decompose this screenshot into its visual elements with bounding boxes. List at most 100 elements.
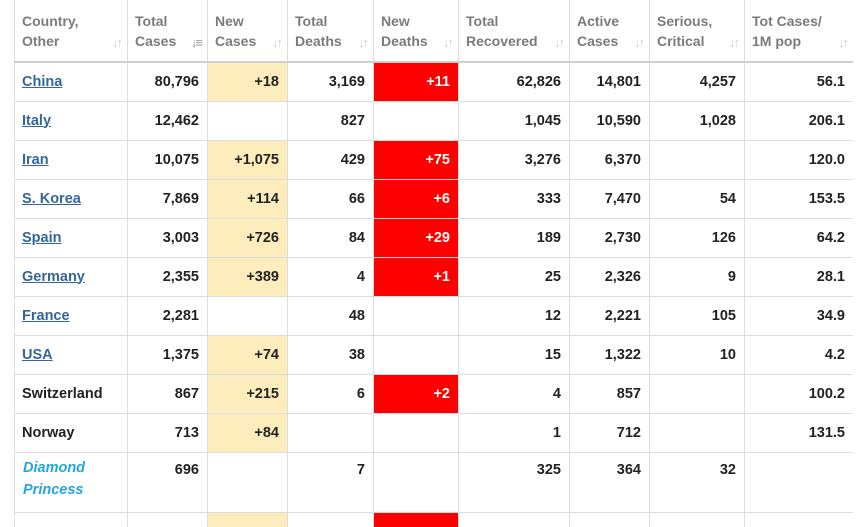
- column-header-total-deaths[interactable]: Total Deaths ↓↑: [287, 0, 374, 63]
- serious-critical-cell: 54: [649, 178, 745, 219]
- column-header-active-cases[interactable]: Active Cases ↓↑: [569, 0, 650, 63]
- country-cell: Norway: [14, 412, 128, 453]
- total-deaths-cell: 38: [287, 334, 374, 375]
- column-header-cases-per-million[interactable]: Tot Cases/ 1M pop ↓↑: [744, 0, 853, 63]
- column-header-new-deaths[interactable]: New Deaths ↓↑: [373, 0, 459, 63]
- active-cases-cell: 857: [569, 373, 650, 414]
- country-link[interactable]: USA: [22, 346, 53, 363]
- country-cell: S. Korea: [14, 178, 128, 219]
- country-cell: USA: [14, 334, 128, 375]
- sort-icon[interactable]: ↓↑: [729, 35, 740, 50]
- active-cases-cell: 14,801: [569, 61, 650, 102]
- active-cases-cell: [569, 511, 650, 527]
- active-cases-cell: 2,221: [569, 295, 650, 336]
- new-cases-cell: +114: [207, 178, 288, 219]
- column-header-serious-critical[interactable]: Serious, Critical ↓↑: [649, 0, 745, 63]
- total-cases-cell: [127, 511, 208, 527]
- country-link[interactable]: France: [22, 307, 70, 324]
- country-link[interactable]: Germany: [22, 268, 85, 285]
- total-cases-cell: 2,281: [127, 295, 208, 336]
- serious-critical-cell: 105: [649, 295, 745, 336]
- column-header-total-recovered[interactable]: Total Recovered ↓↑: [458, 0, 570, 63]
- total-recovered-cell: 3,276: [458, 139, 570, 180]
- new-cases-cell: +: [207, 511, 288, 527]
- total-recovered-cell: [458, 511, 570, 527]
- new-deaths-cell: +75: [373, 139, 459, 180]
- total-recovered-cell: 1,045: [458, 100, 570, 141]
- sort-icon[interactable]: ↓↑: [112, 35, 123, 50]
- total-recovered-cell: 62,826: [458, 61, 570, 102]
- table-row: Diamond Princess 696 7 325 364 32: [14, 451, 853, 513]
- column-header-label: Total Deaths: [295, 12, 342, 49]
- new-cases-cell: +84: [207, 412, 288, 453]
- sort-icon[interactable]: ↓↑: [443, 35, 454, 50]
- serious-critical-cell: [649, 139, 745, 180]
- total-cases-cell: 10,075: [127, 139, 208, 180]
- sort-icon[interactable]: ↓↑: [838, 35, 849, 50]
- coronavirus-cases-table: Country, Other ↓↑ Total Cases ↓≡ New Cases ↓↑…: [14, 0, 853, 527]
- table-row: USA 1,375 +74 38 15 1,322 10 4.2: [14, 334, 853, 375]
- table-row: Germany 2,355 +389 4 +1 25 2,326 9 28.1: [14, 256, 853, 297]
- country-cell: Italy: [14, 100, 128, 141]
- column-header-country[interactable]: Country, Other ↓↑: [14, 0, 128, 63]
- table-row: Spain 3,003 +726 84 +29 189 2,730 126 64.2: [14, 217, 853, 258]
- new-deaths-cell: [373, 334, 459, 375]
- country-link[interactable]: Spain: [22, 229, 62, 246]
- total-cases-cell: 12,462: [127, 100, 208, 141]
- sort-icon[interactable]: ↓↑: [358, 35, 369, 50]
- table-row: Iran 10,075 +1,075 429 +75 3,276 6,370 120.0: [14, 139, 853, 180]
- country-cell: Diamond Princess: [14, 451, 128, 513]
- active-cases-cell: 2,730: [569, 217, 650, 258]
- total-deaths-cell: 429: [287, 139, 374, 180]
- total-cases-cell: 1,375: [127, 334, 208, 375]
- sort-icon[interactable]: ↓↑: [272, 35, 283, 50]
- column-header-label: Total Cases: [135, 12, 177, 49]
- new-deaths-cell: [373, 295, 459, 336]
- total-cases-cell: 2,355: [127, 256, 208, 297]
- total-recovered-cell: 1: [458, 412, 570, 453]
- country-cell: Spain: [14, 217, 128, 258]
- country-link[interactable]: S. Korea: [22, 190, 81, 207]
- serious-critical-cell: 4,257: [649, 61, 745, 102]
- country-link[interactable]: China: [22, 73, 63, 90]
- country-cell: France: [14, 295, 128, 336]
- country-name: Switzerland: [22, 385, 103, 402]
- column-header-total-cases[interactable]: Total Cases ↓≡: [127, 0, 208, 63]
- serious-critical-cell: 126: [649, 217, 745, 258]
- serious-critical-cell: [649, 511, 745, 527]
- cases-per-million-cell: 120.0: [744, 139, 853, 180]
- column-header-label: Total Recovered: [466, 12, 538, 49]
- table-row: S. Korea 7,869 +114 66 +6 333 7,470 54 153.5: [14, 178, 853, 219]
- country-cell: Germany: [14, 256, 128, 297]
- new-deaths-cell: +11: [373, 61, 459, 102]
- cases-per-million-cell: [744, 511, 853, 527]
- column-header-label: Country, Other: [22, 12, 79, 49]
- total-deaths-cell: 7: [287, 451, 374, 513]
- cases-per-million-cell: 153.5: [744, 178, 853, 219]
- cases-per-million-cell: [744, 451, 853, 513]
- country-link[interactable]: Italy: [22, 112, 52, 129]
- active-cases-cell: 712: [569, 412, 650, 453]
- country-name: Norway: [22, 424, 75, 441]
- country-link[interactable]: Iran: [22, 151, 49, 168]
- new-cases-cell: +74: [207, 334, 288, 375]
- new-cases-cell: [207, 100, 288, 141]
- sort-icon[interactable]: ↓↑: [554, 35, 565, 50]
- table-row: China 80,796 +18 3,169 +11 62,826 14,801 4,257 5…: [14, 61, 853, 102]
- column-header-new-cases[interactable]: New Cases ↓↑: [207, 0, 288, 63]
- total-deaths-cell: 84: [287, 217, 374, 258]
- country-cell: China: [14, 61, 128, 102]
- active-cases-cell: 2,326: [569, 256, 650, 297]
- table-body: China 80,796 +18 3,169 +11 62,826 14,801 4,257 5…: [14, 61, 853, 527]
- country-link[interactable]: Diamond Princess: [23, 459, 86, 498]
- total-cases-cell: 713: [127, 412, 208, 453]
- serious-critical-cell: 1,028: [649, 100, 745, 141]
- total-cases-cell: 80,796: [127, 61, 208, 102]
- total-recovered-cell: 12: [458, 295, 570, 336]
- cases-per-million-cell: 56.1: [744, 61, 853, 102]
- sort-desc-icon[interactable]: ↓≡: [190, 35, 203, 50]
- table-row: Norway 713 +84 1 712 131.5: [14, 412, 853, 453]
- new-deaths-cell: +2: [373, 373, 459, 414]
- header-row: Country, Other ↓↑ Total Cases ↓≡ New Cases ↓↑…: [14, 0, 853, 63]
- sort-icon[interactable]: ↓↑: [634, 35, 645, 50]
